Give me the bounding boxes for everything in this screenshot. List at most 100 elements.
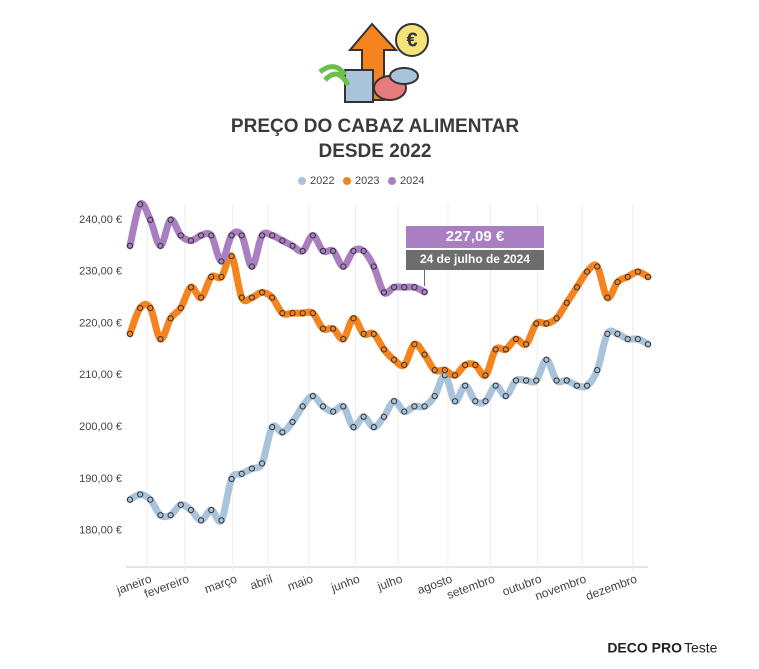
data-point [482,398,489,405]
data-point [330,325,337,332]
data-point [411,284,418,291]
data-point [543,356,550,363]
data-point [492,382,499,389]
data-point [208,232,215,239]
y-tick-label: 190,00 € [79,473,122,485]
data-point [512,377,520,384]
data-point [248,263,255,270]
data-point [167,315,174,322]
chart-title: PREÇO DO CABAZ ALIMENTAR [231,116,519,137]
data-point [380,413,388,420]
data-point [502,392,509,400]
y-tick-label: 180,00 € [79,525,122,537]
data-point [380,289,388,296]
data-point [624,273,631,280]
data-point [289,242,296,249]
data-point [137,304,144,312]
data-point [492,346,499,353]
x-tick-label: maio [286,572,316,594]
data-point [289,310,296,317]
brand: DECO PRO [607,640,682,656]
data-point [228,232,235,239]
data-point [319,403,327,410]
data-point [258,460,266,467]
data-point [340,335,347,343]
data-point [187,284,195,291]
data-point [451,398,459,405]
data-point [197,517,205,524]
data-point [421,288,428,296]
data-point [187,506,195,514]
data-point [431,392,438,400]
data-point [126,242,134,249]
data-point [340,263,347,270]
data-point [553,377,560,384]
data-point [401,361,408,369]
x-tick-label: março [203,572,239,597]
data-point [147,496,154,503]
data-point [269,294,276,301]
data-point [370,263,377,270]
data-point [411,403,418,410]
data-point [299,403,306,410]
header-icon: € [318,22,429,103]
data-point [634,335,641,343]
data-point [401,408,408,415]
data-point [421,403,428,410]
data-point [441,367,448,374]
data-point [208,273,215,280]
data-point [614,330,621,337]
legend-label: 2023 [355,175,379,187]
x-tick-label: junho [328,572,362,596]
data-point [462,361,469,369]
data-point [583,268,591,275]
data-point [614,278,621,286]
data-point [624,335,631,343]
data-point [258,232,266,239]
legend-label: 2022 [310,175,334,187]
chart-subtitle: DESDE 2022 [318,141,431,162]
data-point [350,424,357,431]
data-point [197,232,205,239]
y-tick-label: 230,00 € [79,266,122,278]
data-point [238,294,245,301]
data-point [208,506,215,514]
data-point [279,310,286,317]
data-point [644,273,652,280]
data-point [228,475,235,483]
data-point [411,341,418,348]
data-point [543,320,550,327]
data-point [370,424,377,431]
data-point [330,408,337,415]
data-point [512,335,520,343]
data-point [462,382,469,389]
y-tick-label: 240,00 € [79,214,122,226]
data-point [390,398,398,405]
data-point [594,367,601,374]
annotation-box [406,226,544,248]
data-point [157,335,164,343]
data-point [258,289,266,296]
data-point [350,247,357,255]
data-point [157,242,164,249]
legend-marker [388,177,396,185]
data-point [309,392,316,400]
series-line [126,252,652,380]
data-point [563,377,570,384]
data-point [451,372,459,379]
data-point [573,284,581,291]
data-point [502,346,509,353]
data-point [147,216,154,224]
data-point [533,320,540,327]
x-tick-label: setembro [445,572,497,602]
data-point [594,263,601,270]
data-point [309,232,316,239]
data-point [431,367,438,374]
annotation-date-box [406,250,544,270]
data-point [330,247,337,255]
data-point [360,413,367,420]
data-point [197,294,205,301]
data-point [248,465,255,472]
data-point [167,216,174,224]
